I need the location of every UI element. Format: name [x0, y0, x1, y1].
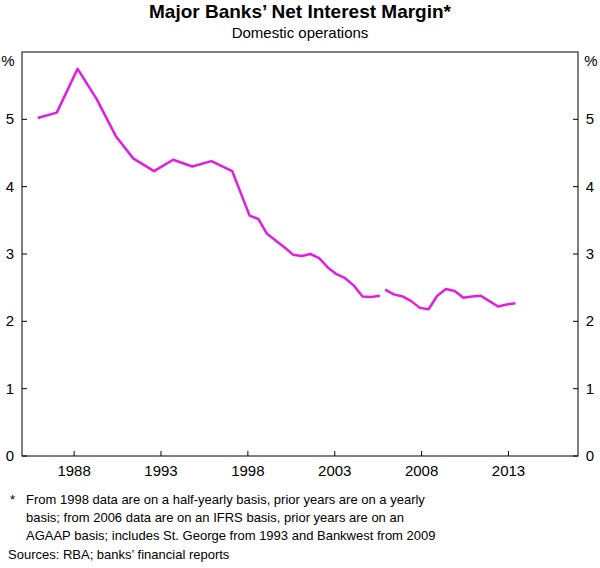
footnote-marker: *: [10, 492, 15, 507]
y-tick-label: 1: [6, 380, 14, 397]
x-tick-label: 2003: [318, 462, 351, 479]
y-tick-label: 3: [6, 245, 14, 262]
plot-frame: [22, 52, 578, 456]
x-tick: [508, 451, 509, 456]
y-tick-label: 4: [6, 178, 14, 195]
y-tick: [22, 321, 27, 322]
y-tick-label: 0: [6, 447, 14, 464]
y2-tick-label: 1: [586, 380, 594, 397]
x-tick-label: 2013: [492, 462, 525, 479]
y2-tick: [573, 254, 578, 255]
source: Sources: RBA; banks’ financial reports: [8, 547, 230, 562]
footnote: From 1998 data are on a half-yearly basi…: [26, 492, 425, 507]
y2-tick: [573, 388, 578, 389]
y2-tick-label: 3: [586, 245, 594, 262]
x-tick: [74, 451, 75, 456]
x-tick: [247, 451, 248, 456]
y-tick-label: 5: [6, 110, 14, 127]
subtitle: Domestic operations: [232, 24, 369, 41]
y-tick: [22, 456, 27, 457]
y2-tick: [573, 456, 578, 457]
y-tick-label: 2: [6, 312, 14, 329]
y-tick: [22, 388, 27, 389]
y2-tick-label: 5: [586, 110, 594, 127]
y2-tick-label: 0: [586, 447, 594, 464]
x-tick-label: 2008: [405, 462, 438, 479]
y2-tick: [573, 321, 578, 322]
y2-tick-label: 4: [586, 178, 594, 195]
y2-axis-label: %: [584, 52, 597, 69]
title: Major Banks’ Net Interest Margin*: [149, 1, 452, 22]
x-tick: [161, 451, 162, 456]
y-axis-label: %: [1, 52, 14, 69]
line-series: [38, 69, 516, 309]
x-tick-label: 1998: [231, 462, 264, 479]
footnote: basis; from 2006 data are on an IFRS bas…: [26, 510, 404, 525]
y-tick: [22, 186, 27, 187]
y2-tick: [573, 186, 578, 187]
x-tick: [421, 451, 422, 456]
x-tick-label: 1993: [144, 462, 177, 479]
y-tick: [22, 254, 27, 255]
y-tick: [22, 119, 27, 120]
x-tick-label: 1988: [57, 462, 90, 479]
y2-tick-label: 2: [586, 312, 594, 329]
y2-tick: [573, 119, 578, 120]
plot-area: [38, 69, 516, 309]
footnote: AGAAP basis; includes St. George from 19…: [26, 528, 435, 543]
chart: Major Banks’ Net Interest Margin* Domesti…: [0, 0, 600, 568]
x-tick: [334, 451, 335, 456]
